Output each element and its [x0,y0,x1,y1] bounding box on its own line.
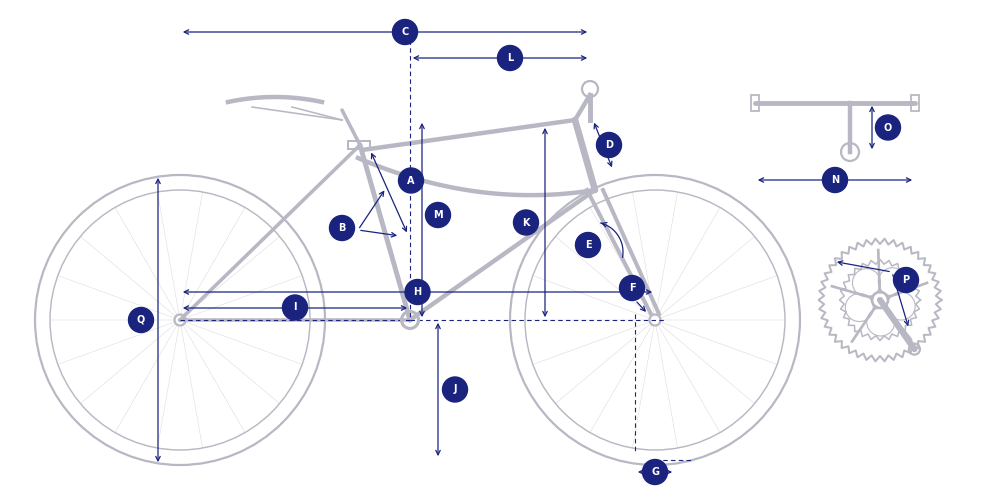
Bar [348,141,370,149]
Circle shape [283,295,308,320]
Circle shape [442,377,468,402]
Text: H: H [413,287,422,297]
Circle shape [330,216,354,240]
Text: E: E [585,240,591,250]
Text: Q: Q [137,315,145,325]
Circle shape [426,202,450,228]
Circle shape [128,308,154,332]
Text: M: M [433,210,443,220]
Text: K: K [522,218,530,228]
Text: L: L [507,53,513,63]
Text: C: C [401,27,409,37]
Circle shape [642,460,668,484]
Circle shape [822,168,848,192]
Circle shape [596,132,622,158]
Text: I: I [293,302,297,312]
Bar [751,95,759,111]
Text: B: B [338,223,346,233]
Text: P: P [902,275,910,285]
Text: F: F [629,283,635,293]
Circle shape [497,46,522,70]
Text: G: G [651,467,659,477]
Text: J: J [453,384,457,394]
Circle shape [398,168,424,193]
Circle shape [405,280,430,304]
Circle shape [392,20,418,44]
Circle shape [514,210,538,235]
Text: O: O [884,122,892,132]
Bar [911,95,919,111]
Circle shape [876,115,901,140]
Circle shape [576,232,600,258]
Text: D: D [605,140,613,150]
Text: N: N [831,175,839,185]
Circle shape [894,268,918,292]
Text: A: A [407,176,415,186]
Circle shape [619,276,644,300]
